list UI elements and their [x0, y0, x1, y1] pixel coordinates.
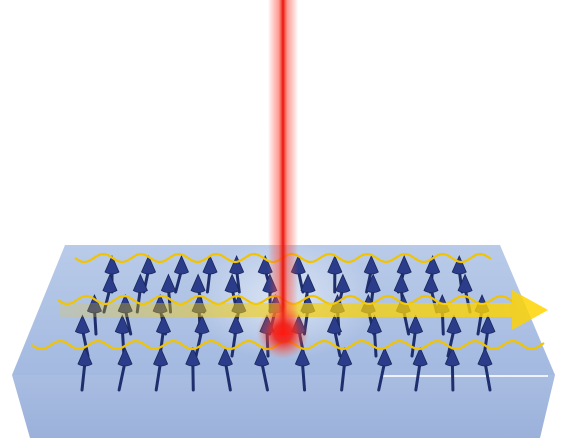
laser-spot — [257, 307, 309, 359]
laser-beam — [268, 0, 298, 335]
page: (() => { const svg = document.getElement… — [0, 0, 563, 443]
slab-front — [12, 375, 555, 438]
illustration — [0, 0, 563, 443]
